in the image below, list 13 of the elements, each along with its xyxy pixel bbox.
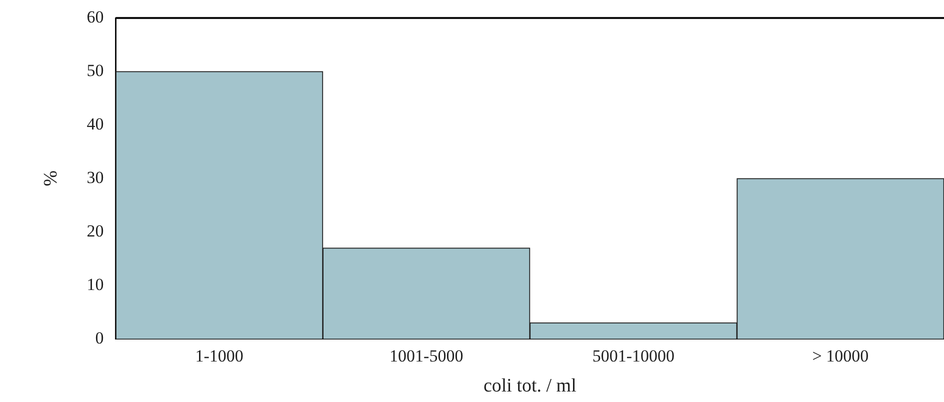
x-tick-label: 1001-5000	[390, 346, 464, 366]
x-axis-title: coli tot. / ml	[483, 376, 576, 397]
y-tick-label: 40	[86, 114, 104, 134]
x-tick-label: > 10000	[812, 346, 869, 366]
x-tick-label: 1-1000	[195, 346, 244, 366]
y-tick-label: 50	[86, 60, 104, 80]
y-tick-label: 0	[95, 328, 104, 348]
y-tick-label: 10	[86, 274, 104, 294]
y-tick-label: 20	[86, 221, 104, 240]
y-tick-label: 30	[86, 168, 104, 187]
y-axis-title: %	[40, 170, 62, 186]
x-tick-label: 5001-10000	[592, 346, 675, 366]
y-tick-label: 60	[86, 7, 104, 26]
